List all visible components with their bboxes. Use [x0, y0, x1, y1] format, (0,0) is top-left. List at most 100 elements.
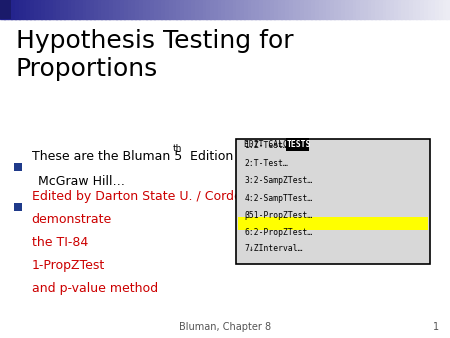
Bar [274, 0, 279, 19]
Bar [127, 0, 132, 19]
Bar [184, 0, 189, 19]
Bar [251, 0, 256, 19]
Bar [120, 0, 125, 19]
Bar [409, 0, 414, 19]
Bar [217, 0, 222, 19]
Bar [285, 0, 290, 19]
Bar [401, 0, 406, 19]
Bar [199, 0, 203, 19]
Bar [345, 0, 350, 19]
Bar [176, 0, 181, 19]
Bar [131, 0, 136, 19]
Bar [364, 0, 369, 19]
Bar [191, 0, 196, 19]
Bar [238, 217, 428, 230]
Bar [169, 0, 173, 19]
Bar [4, 0, 9, 19]
Bar [19, 0, 23, 19]
Bar [435, 0, 440, 19]
Text: β51-PropZTest…: β51-PropZTest… [244, 212, 313, 220]
Bar [94, 0, 99, 19]
Bar [146, 0, 151, 19]
Bar [82, 0, 87, 19]
Bar [75, 0, 80, 19]
Text: 2:T-Test…: 2:T-Test… [244, 159, 288, 168]
Bar [296, 0, 301, 19]
Bar [368, 0, 372, 19]
Bar [413, 0, 417, 19]
Bar [315, 0, 320, 19]
Bar [210, 0, 215, 19]
Bar [278, 0, 282, 19]
Bar [116, 0, 121, 19]
Bar [338, 0, 342, 19]
Bar [394, 0, 398, 19]
Bar [229, 0, 234, 19]
Bar [34, 0, 38, 19]
Bar [352, 0, 357, 19]
Bar [101, 0, 106, 19]
Bar [262, 0, 267, 19]
Bar [15, 0, 20, 19]
Bar [139, 0, 144, 19]
Bar [37, 0, 42, 19]
Bar [158, 0, 162, 19]
Bar [22, 0, 27, 19]
Bar [180, 0, 184, 19]
Bar [341, 0, 346, 19]
Bar [379, 0, 383, 19]
Bar [442, 0, 447, 19]
Bar [225, 0, 230, 19]
Bar [371, 0, 376, 19]
Bar [150, 0, 155, 19]
Bar [233, 0, 237, 19]
Bar [330, 0, 335, 19]
Text: 1-PropZTest: 1-PropZTest [32, 259, 105, 272]
Bar [14, 163, 22, 171]
Bar [289, 0, 293, 19]
Text: 7↓ZInterval…: 7↓ZInterval… [244, 244, 303, 253]
Bar [428, 0, 432, 19]
Text: Edited by Darton State U. / Cordele staff to: Edited by Darton State U. / Cordele staf… [32, 190, 301, 203]
Bar [86, 0, 91, 19]
Bar [349, 0, 353, 19]
Text: Edition slides ©: Edition slides © [186, 150, 289, 163]
Text: TESTS: TESTS [287, 140, 311, 149]
Bar [259, 0, 263, 19]
Bar [11, 0, 16, 19]
Bar [397, 0, 402, 19]
Text: 1:Z-Test…: 1:Z-Test… [244, 141, 288, 150]
Bar [206, 0, 211, 19]
Bar [195, 0, 200, 19]
Bar [326, 0, 331, 19]
Bar [300, 0, 305, 19]
Bar [135, 0, 140, 19]
Bar [248, 0, 252, 19]
Bar [405, 0, 410, 19]
Bar [79, 0, 83, 19]
Bar [109, 0, 113, 19]
Bar [431, 0, 436, 19]
Bar [49, 0, 54, 19]
Text: the TI-84: the TI-84 [32, 236, 88, 249]
Bar [439, 0, 443, 19]
Bar [98, 0, 102, 19]
Bar [266, 0, 271, 19]
Bar [270, 0, 274, 19]
Bar [446, 0, 450, 19]
Bar [244, 0, 248, 19]
Bar [161, 0, 166, 19]
Bar [188, 0, 192, 19]
Bar [390, 0, 395, 19]
Bar [64, 0, 68, 19]
Text: demonstrate: demonstrate [32, 213, 112, 226]
Bar [0, 0, 11, 19]
Bar [165, 0, 170, 19]
Bar [356, 0, 361, 19]
Bar [41, 0, 46, 19]
Bar [45, 0, 50, 19]
Bar [292, 0, 297, 19]
Bar [112, 0, 117, 19]
Text: These are the Bluman 5: These are the Bluman 5 [32, 150, 182, 163]
Bar [30, 0, 35, 19]
